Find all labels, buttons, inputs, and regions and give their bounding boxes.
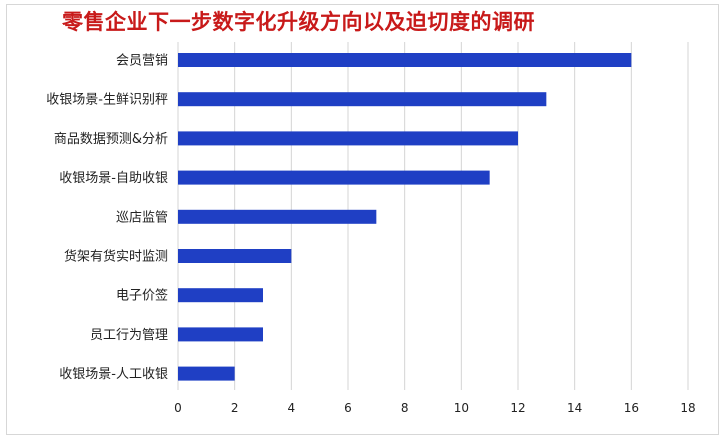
bar [178, 209, 377, 224]
category-label: 货架有货实时监测 [64, 249, 168, 265]
bar [178, 288, 263, 303]
x-tick-label: 12 [510, 401, 525, 415]
category-label: 巡店监管 [116, 210, 168, 225]
bar [178, 366, 235, 381]
category-label: 收银场景-人工收银 [59, 367, 168, 382]
bar [178, 327, 263, 342]
x-tick-label: 0 [174, 401, 182, 415]
chart-frame [6, 4, 719, 435]
x-tick-label: 4 [288, 401, 296, 415]
x-tick-label: 8 [401, 401, 409, 415]
x-tick-label: 16 [624, 401, 639, 415]
x-tick-label: 2 [231, 401, 239, 415]
category-labels: 会员营销收银场景-生鲜识别秤商品数据预测&分析收银场景-自助收银巡店监管货架有货… [46, 54, 168, 383]
category-label: 商品数据预测&分析 [54, 132, 168, 147]
category-label: 收银场景-自助收银 [59, 171, 168, 186]
x-tick-label: 18 [680, 401, 695, 415]
chart-title: 零售企业下一步数字化升级方向以及迫切度的调研 [62, 9, 535, 34]
x-tick-label: 10 [454, 401, 469, 415]
category-label: 收银场景-生鲜识别秤 [46, 93, 168, 108]
bar [178, 249, 292, 263]
bar [178, 131, 518, 146]
bars [178, 53, 632, 381]
category-label: 电子价签 [116, 288, 168, 304]
x-tick-label: 14 [567, 401, 582, 415]
bar [178, 170, 490, 185]
bar [178, 92, 547, 107]
bar [178, 53, 632, 67]
category-label: 会员营销 [116, 54, 168, 69]
x-tick-label: 6 [344, 401, 352, 415]
category-label: 员工行为管理 [90, 328, 168, 343]
x-axis-ticks: 0 2 4 6 8 10 12 14 16 18 [174, 401, 695, 415]
